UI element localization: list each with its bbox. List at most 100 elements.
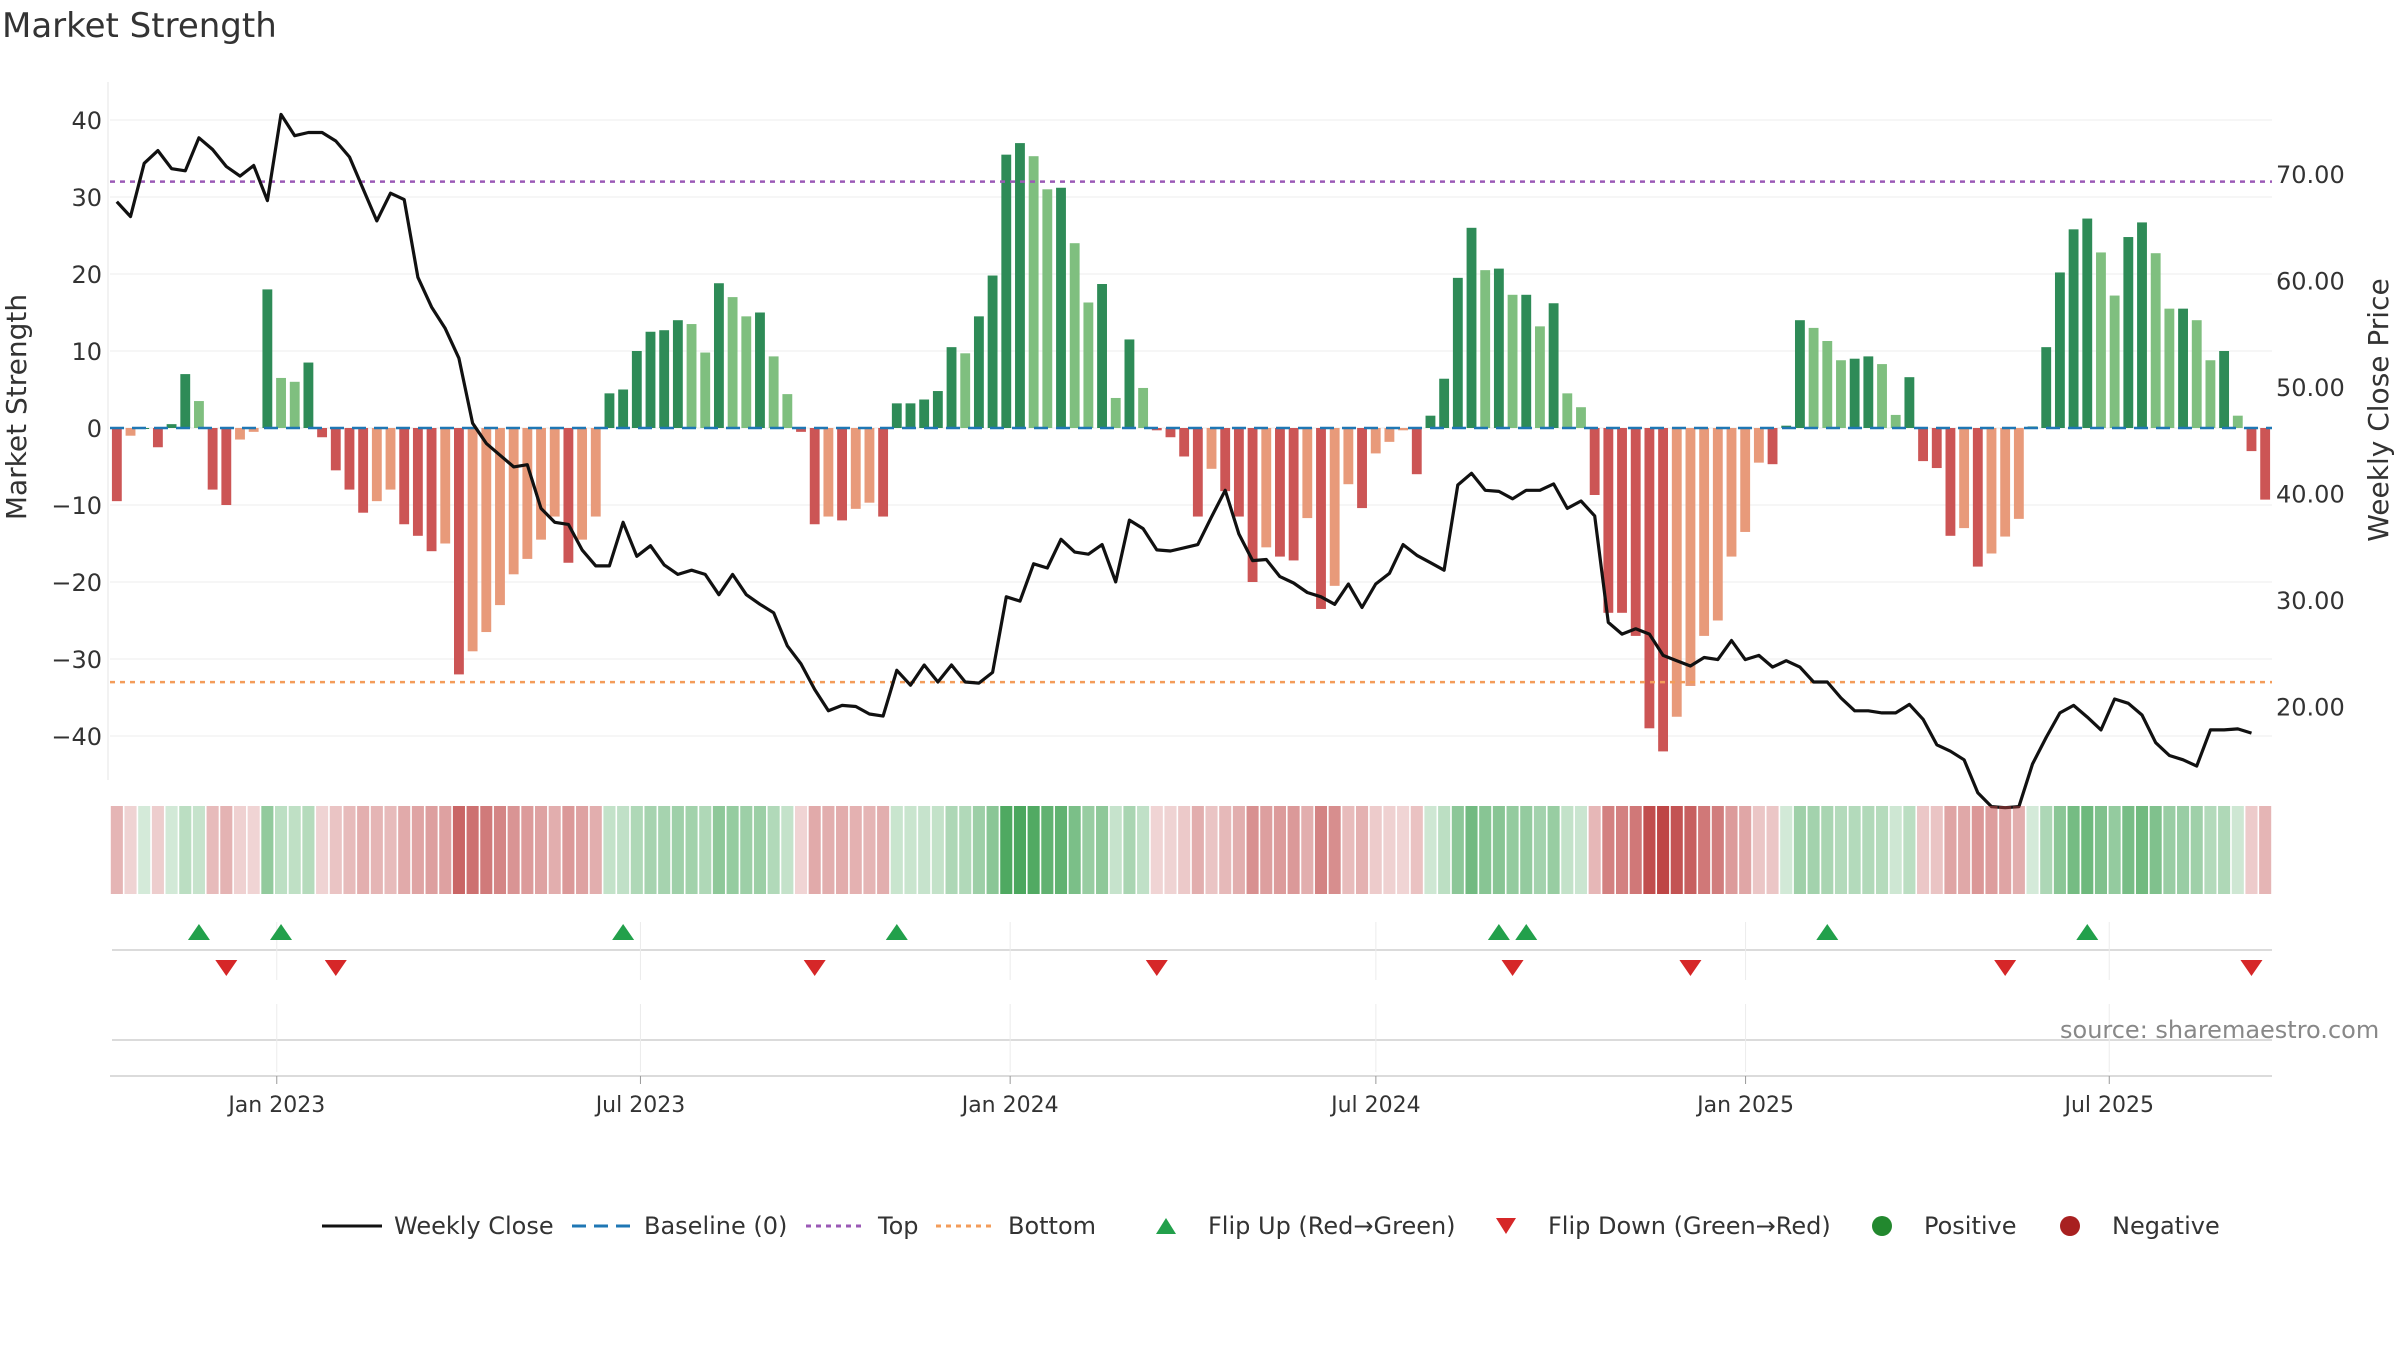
heat-cell	[1191, 806, 1204, 894]
strength-bar	[590, 428, 601, 517]
weekly-close-line	[115, 112, 2252, 810]
heat-cell	[2259, 806, 2272, 894]
heat-cell	[1492, 806, 1505, 894]
strength-bar	[864, 428, 875, 503]
heat-cell	[1602, 806, 1615, 894]
heat-cell	[1944, 806, 1957, 894]
heat-cell	[2149, 806, 2162, 894]
heat-cell	[1958, 806, 1971, 894]
strength-bar	[358, 428, 369, 513]
strength-bar	[987, 275, 998, 428]
strength-bar	[454, 428, 464, 675]
strength-bar	[2232, 415, 2243, 428]
legend-swatch	[936, 1224, 996, 1228]
strength-bar	[891, 403, 902, 428]
source-label: source: sharemaestro.com	[2060, 1016, 2380, 1044]
heat-cell	[1123, 806, 1136, 894]
left-tick-label: −30	[51, 646, 102, 674]
heat-cell	[548, 806, 561, 894]
strength-bar	[1110, 397, 1121, 428]
left-tick-label: 10	[71, 338, 102, 366]
legend-marker	[2060, 1216, 2080, 1236]
strength-bar	[1384, 428, 1395, 442]
flip-up-marker	[1816, 924, 1839, 940]
legend-item: Flip Down (Green→Red)	[1476, 1206, 1831, 1246]
strength-bar	[399, 428, 410, 525]
heat-cell	[165, 806, 178, 894]
strength-bar	[549, 428, 560, 517]
strength-bar	[385, 428, 396, 490]
strength-bar	[1439, 378, 1450, 428]
legend-item: Weekly Close	[322, 1206, 554, 1246]
strength-bar	[631, 351, 642, 428]
strength-bar	[1288, 428, 1299, 561]
flip-up-marker	[1487, 924, 1510, 940]
strength-bar	[809, 428, 820, 525]
heat-cell	[630, 806, 643, 894]
strength-bar	[1753, 428, 1764, 463]
heat-cell	[836, 806, 849, 894]
strength-bar	[1863, 356, 1874, 428]
heat-cell	[1629, 806, 1642, 894]
heat-cell	[192, 806, 205, 894]
heat-cell	[2040, 806, 2053, 894]
strength-bar	[495, 428, 505, 606]
heat-cell	[726, 806, 739, 894]
strength-bar	[1849, 358, 1860, 428]
heat-cell	[179, 806, 192, 894]
flip-down-marker	[1679, 960, 1702, 976]
strength-bar	[1617, 428, 1627, 613]
heat-cell	[863, 806, 876, 894]
heat-cell	[1082, 806, 1095, 894]
heat-cell	[329, 806, 342, 894]
strength-bar	[782, 394, 793, 428]
strength-bar	[2041, 347, 2052, 428]
heat-cell	[1725, 806, 1738, 894]
flip-down-marker	[324, 960, 347, 976]
heat-cell	[2053, 806, 2066, 894]
strength-bar	[713, 283, 724, 428]
heat-cell	[2204, 806, 2217, 894]
x-tick-label: Jan 2025	[1695, 1093, 1794, 1118]
strength-bar	[1822, 340, 1833, 428]
heat-cell	[2218, 806, 2231, 894]
strength-bar	[221, 428, 232, 505]
heat-cell	[849, 806, 862, 894]
strength-bar	[1206, 428, 1217, 469]
heat-cell	[822, 806, 835, 894]
strength-bar	[1001, 154, 1012, 428]
strength-bar	[1480, 270, 1491, 428]
heat-cell	[2122, 806, 2135, 894]
strength-bar	[1097, 284, 1107, 428]
heat-cell	[753, 806, 767, 894]
heat-cell	[316, 806, 329, 894]
legend-swatch	[572, 1224, 632, 1228]
strength-bar	[604, 393, 615, 428]
legend-swatch	[806, 1224, 866, 1228]
heat-cell	[1328, 806, 1341, 894]
heat-cell	[959, 806, 972, 894]
legend-item: Bottom	[936, 1206, 1096, 1246]
strength-bar	[1370, 428, 1381, 454]
legend-item: Baseline (0)	[572, 1206, 787, 1246]
strength-bar	[440, 428, 451, 544]
heat-cell	[507, 806, 520, 894]
heat-cell	[890, 806, 903, 894]
legend-label: Positive	[1924, 1212, 2017, 1240]
right-tick-label: 70.00	[2276, 161, 2345, 189]
heat-cell	[398, 806, 411, 894]
heat-cell	[138, 806, 151, 894]
strength-bar	[741, 316, 752, 428]
strength-bar	[1247, 428, 1258, 582]
heat-cell	[1643, 806, 1656, 894]
strength-bar	[166, 424, 177, 428]
legend-item: Positive	[1852, 1206, 2017, 1246]
strength-bar	[1220, 428, 1231, 492]
strength-bar	[2178, 308, 2188, 428]
heat-cell	[1260, 806, 1273, 894]
strength-bar	[1466, 227, 1477, 428]
chart-legend: Weekly Close Baseline (0) Top Bottom Flip Up…	[0, 1206, 2400, 1246]
strength-bar	[727, 297, 738, 428]
heat-cell	[877, 806, 890, 894]
heat-cell	[1506, 806, 1519, 894]
